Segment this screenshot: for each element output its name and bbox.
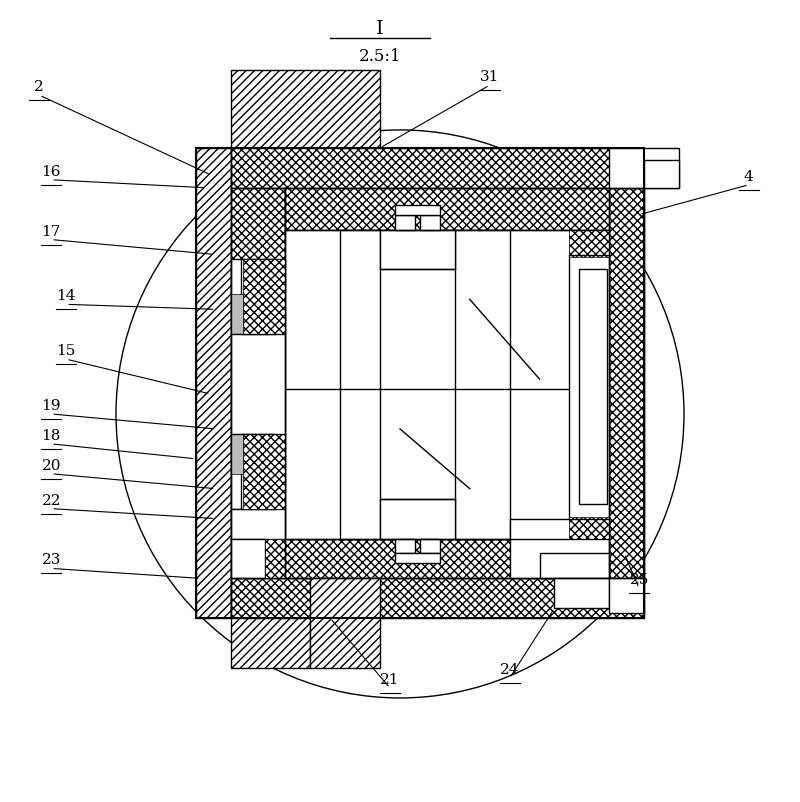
Polygon shape bbox=[510, 519, 610, 579]
Polygon shape bbox=[395, 553, 440, 564]
Polygon shape bbox=[554, 579, 610, 609]
Polygon shape bbox=[230, 260, 286, 509]
Polygon shape bbox=[610, 579, 644, 614]
Polygon shape bbox=[286, 539, 610, 579]
Text: 31: 31 bbox=[480, 70, 499, 84]
Polygon shape bbox=[242, 260, 286, 334]
Polygon shape bbox=[610, 148, 679, 188]
Polygon shape bbox=[340, 230, 380, 539]
Polygon shape bbox=[230, 539, 266, 579]
Polygon shape bbox=[395, 205, 440, 216]
Text: 23: 23 bbox=[42, 553, 61, 567]
Polygon shape bbox=[539, 553, 610, 579]
Text: 2: 2 bbox=[34, 80, 44, 94]
Polygon shape bbox=[230, 509, 286, 539]
Polygon shape bbox=[579, 270, 607, 504]
Text: 16: 16 bbox=[42, 164, 61, 179]
Polygon shape bbox=[230, 71, 380, 148]
Polygon shape bbox=[420, 216, 440, 230]
Text: 24: 24 bbox=[500, 662, 519, 676]
Text: 18: 18 bbox=[42, 428, 61, 443]
Polygon shape bbox=[455, 230, 510, 539]
Text: 14: 14 bbox=[57, 289, 76, 303]
Polygon shape bbox=[380, 499, 455, 539]
Polygon shape bbox=[570, 255, 610, 519]
Text: I: I bbox=[376, 20, 384, 38]
Text: 20: 20 bbox=[42, 458, 61, 472]
Text: 25: 25 bbox=[630, 573, 649, 586]
Polygon shape bbox=[286, 188, 610, 230]
Polygon shape bbox=[241, 435, 275, 509]
Text: 4: 4 bbox=[744, 169, 754, 184]
Text: 15: 15 bbox=[57, 344, 76, 358]
Polygon shape bbox=[420, 539, 440, 553]
Text: 19: 19 bbox=[42, 399, 61, 412]
Polygon shape bbox=[230, 579, 644, 618]
Text: 2.5:1: 2.5:1 bbox=[358, 47, 402, 65]
Polygon shape bbox=[310, 579, 380, 668]
Polygon shape bbox=[570, 230, 610, 258]
Polygon shape bbox=[196, 148, 230, 618]
Text: 22: 22 bbox=[42, 493, 61, 507]
Polygon shape bbox=[570, 517, 610, 539]
Text: 17: 17 bbox=[42, 225, 61, 238]
Polygon shape bbox=[230, 188, 286, 579]
Polygon shape bbox=[230, 295, 242, 334]
Polygon shape bbox=[230, 435, 242, 474]
Text: 21: 21 bbox=[380, 672, 400, 687]
Polygon shape bbox=[380, 230, 455, 270]
Polygon shape bbox=[242, 435, 286, 509]
Polygon shape bbox=[230, 579, 310, 668]
Polygon shape bbox=[610, 188, 644, 579]
Polygon shape bbox=[644, 160, 679, 188]
Polygon shape bbox=[241, 260, 275, 334]
Polygon shape bbox=[286, 230, 610, 539]
Polygon shape bbox=[266, 539, 286, 579]
Polygon shape bbox=[230, 148, 644, 188]
Polygon shape bbox=[395, 216, 415, 230]
Polygon shape bbox=[395, 539, 415, 553]
